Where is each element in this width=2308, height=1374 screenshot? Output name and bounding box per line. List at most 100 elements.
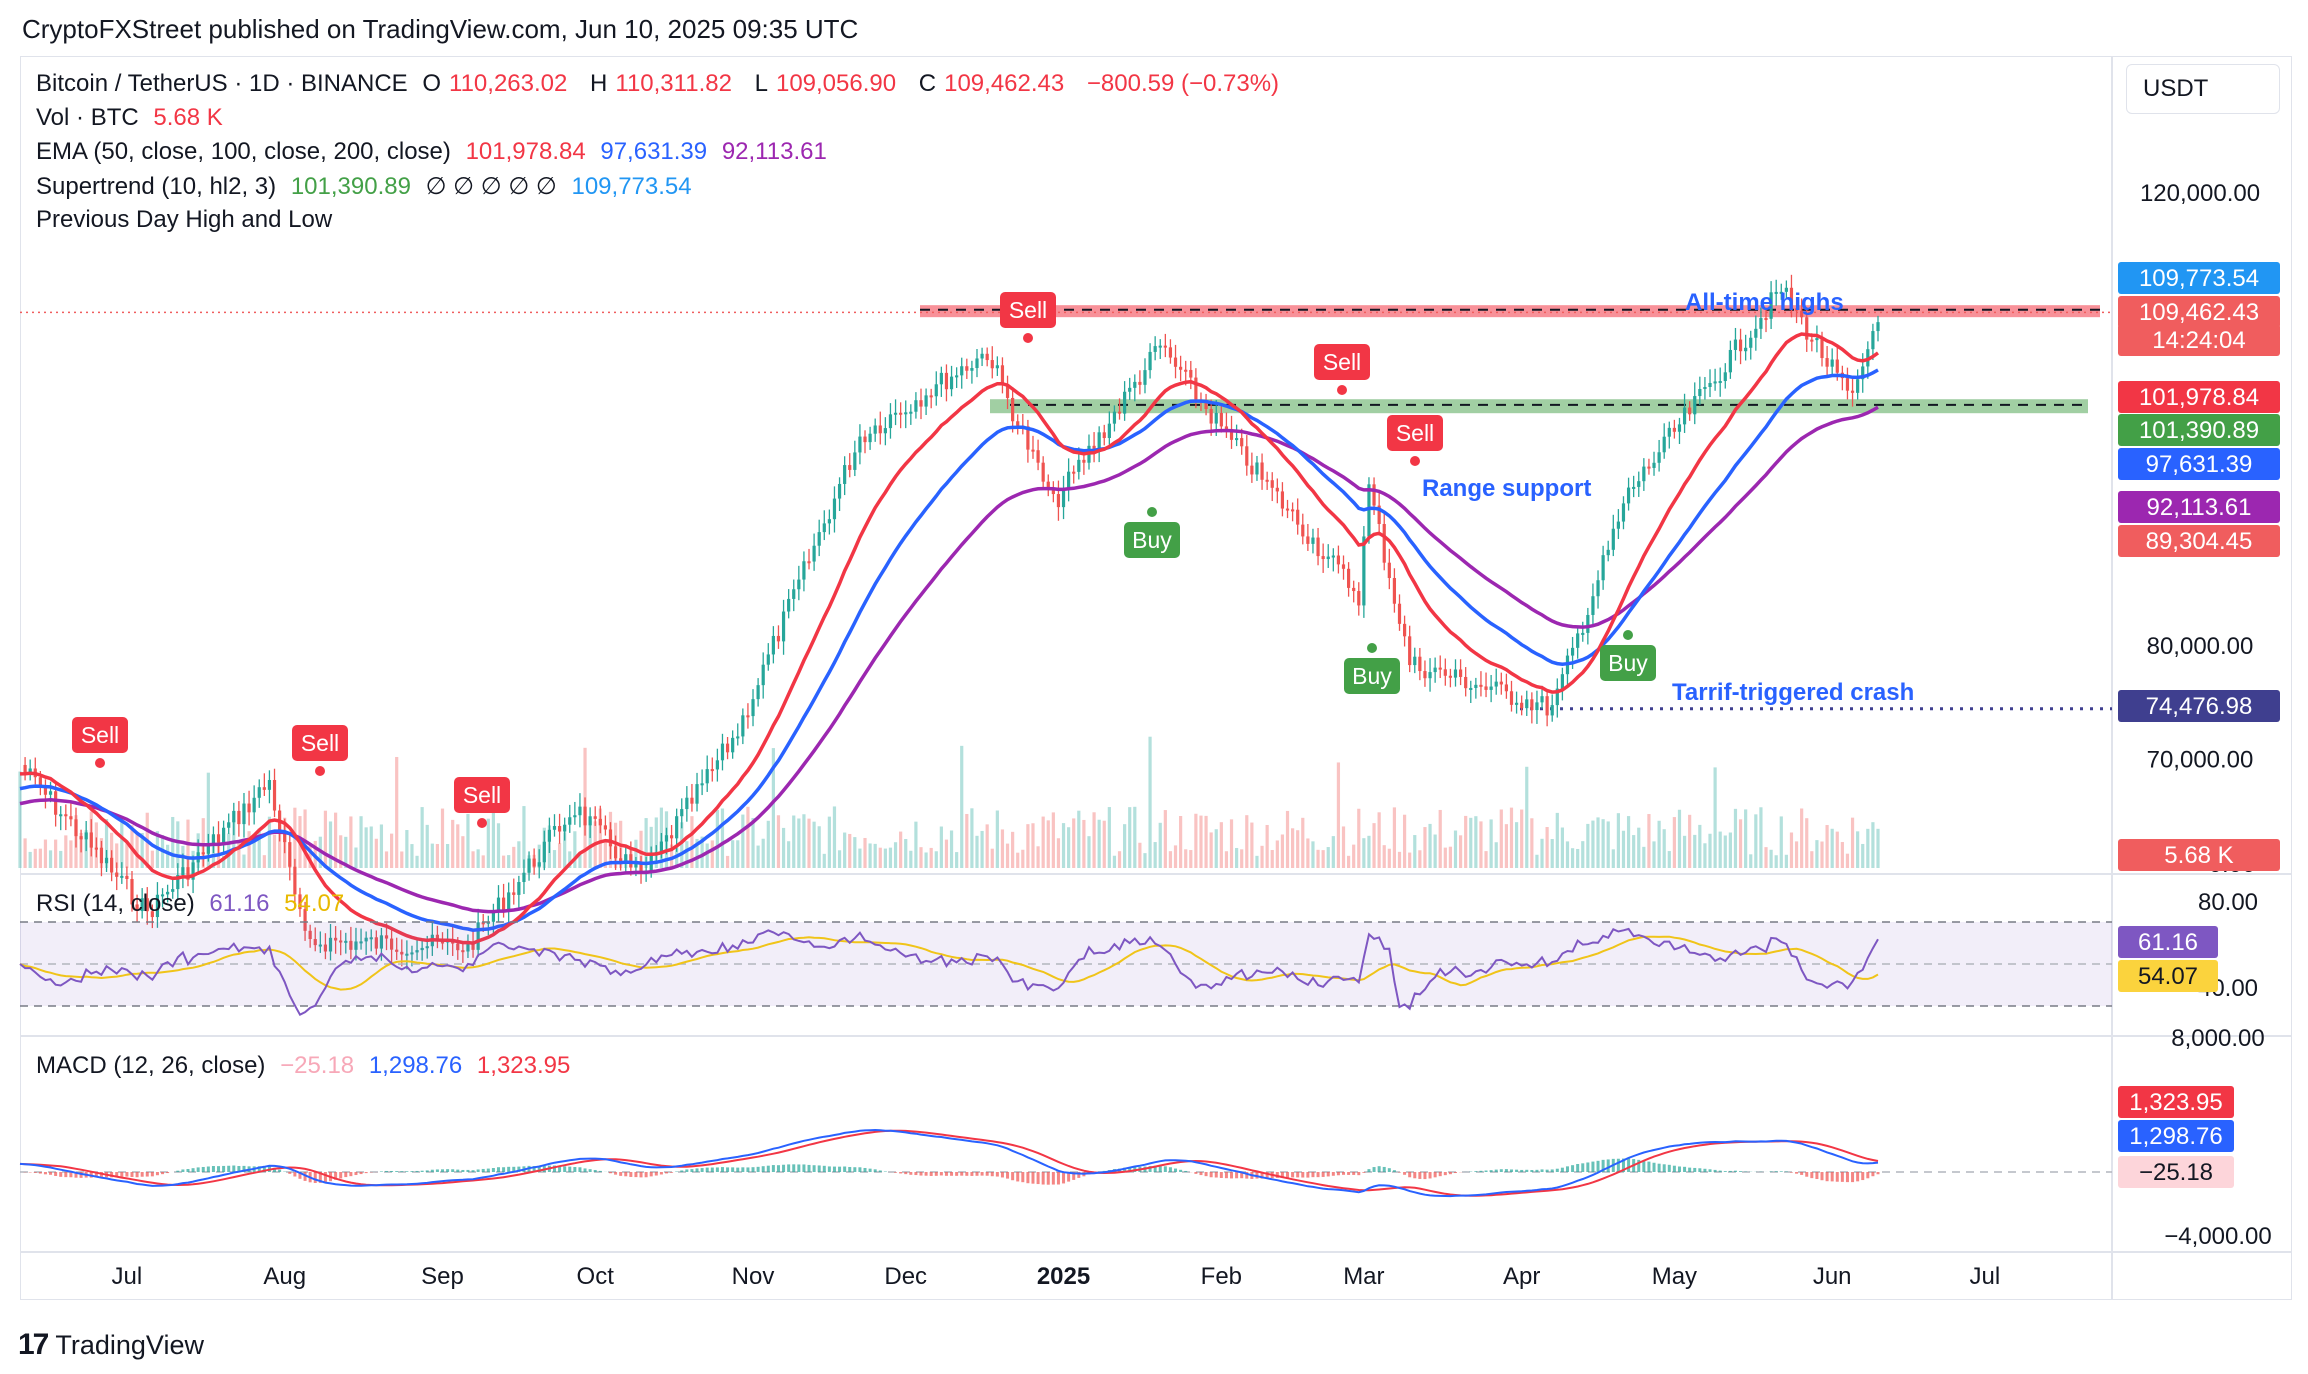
legend-ema-row[interactable]: EMA (50, close, 100, close, 200, close) … xyxy=(36,138,835,166)
candle-body xyxy=(1484,686,1488,690)
volume-bar xyxy=(690,816,694,868)
macd-hist-bar xyxy=(191,1168,195,1172)
candle-body xyxy=(761,664,765,686)
macd-hist-bar xyxy=(206,1166,210,1172)
sell-signal-label: Sell xyxy=(1009,297,1047,323)
volume-bar xyxy=(924,852,928,868)
volume-bar xyxy=(573,831,577,868)
ema100-line xyxy=(19,368,1879,932)
volume-bar xyxy=(893,842,898,868)
macd-hist-bar xyxy=(1703,1168,1707,1172)
macd-hist-bar xyxy=(705,1167,709,1172)
price-badge xyxy=(2118,491,2280,523)
macd-hist-bar xyxy=(1723,1171,1727,1172)
candle-body xyxy=(1652,462,1656,468)
candle-body xyxy=(720,743,725,761)
volume-bar xyxy=(1275,840,1279,868)
candle-body xyxy=(1357,591,1361,606)
volume-bar xyxy=(415,855,419,868)
candle-body xyxy=(1616,521,1620,529)
volume-bar xyxy=(1092,812,1096,868)
macd-hist-bar xyxy=(1265,1172,1269,1179)
chart-frame[interactable] xyxy=(20,56,2292,1300)
volume-bar xyxy=(1667,851,1671,868)
volume-bar xyxy=(395,756,399,868)
volume-bar xyxy=(1443,847,1447,868)
candle-body xyxy=(1051,488,1055,495)
candle-body xyxy=(613,846,618,859)
macd-hist-bar xyxy=(496,1167,500,1172)
candle-body xyxy=(1525,699,1529,709)
candle-body xyxy=(1861,366,1865,380)
legend-supertrend-row[interactable]: Supertrend (10, hl2, 3) 101,390.89 ∅ ∅ ∅… xyxy=(36,172,700,201)
sell-signal-dot xyxy=(1023,333,1033,343)
sell-signal-dot xyxy=(1337,385,1347,395)
legend-macd-row[interactable]: MACD (12, 26, close) −25.18 1,298.76 1,3… xyxy=(36,1052,578,1080)
candle-body xyxy=(1168,347,1173,358)
macd-badge-label: 1,298.76 xyxy=(2129,1123,2222,1150)
volume-bar xyxy=(1871,822,1875,868)
candle-body xyxy=(1097,432,1101,450)
macd-hist-bar xyxy=(1520,1169,1524,1172)
volume-bar xyxy=(176,821,180,868)
macd-hist-bar xyxy=(894,1172,898,1173)
volume-bar xyxy=(1372,823,1376,868)
volume-bar xyxy=(1555,812,1559,868)
volume-bar xyxy=(1749,854,1753,868)
candle-body xyxy=(1005,384,1010,398)
candle-body xyxy=(1499,681,1503,685)
macd-hist-bar xyxy=(639,1172,643,1178)
volume-bar xyxy=(1428,823,1432,868)
candle-body xyxy=(1270,480,1274,488)
macd-hist-bar xyxy=(608,1172,612,1174)
macd-hist-bar xyxy=(771,1165,775,1172)
candle-body xyxy=(181,867,185,876)
tradingview-logo[interactable]: 17 TradingView xyxy=(18,1328,204,1362)
candle-body xyxy=(542,841,546,863)
macd-hist-bar xyxy=(1163,1166,1167,1172)
time-tick: May xyxy=(1652,1263,1697,1290)
macd-hist-bar xyxy=(1418,1172,1422,1179)
volume-bar xyxy=(1682,835,1687,868)
macd-hist-bar xyxy=(1739,1171,1743,1172)
macd-hist-bar xyxy=(1377,1166,1381,1172)
candle-body xyxy=(939,372,943,385)
legend-pdhl-row[interactable]: Previous Day High and Low xyxy=(36,206,340,234)
candle-body xyxy=(807,561,811,564)
legend-rsi-row[interactable]: RSI (14, close) 61.16 54.07 xyxy=(36,890,352,918)
candle-body xyxy=(756,685,760,700)
candle-body xyxy=(486,921,490,924)
volume-bar xyxy=(1606,821,1610,868)
supertrend-down-value: 109,773.54 xyxy=(571,173,692,200)
volume-bar xyxy=(1245,815,1249,868)
legend-volume-row[interactable]: Vol · BTC 5.68 K xyxy=(36,104,231,132)
volume-bar xyxy=(512,846,516,868)
macd-hist-bar xyxy=(344,1172,348,1178)
candle-body xyxy=(1489,686,1493,690)
range-support-zone xyxy=(990,399,2088,414)
macd-hist-bar xyxy=(1011,1172,1015,1181)
volume-bar xyxy=(328,821,333,868)
candle-body xyxy=(369,937,373,940)
candle-body xyxy=(1240,438,1244,447)
volume-bar xyxy=(598,808,602,868)
sell-signal-dot xyxy=(95,758,105,768)
volume-bar xyxy=(1789,832,1794,868)
candle-body xyxy=(349,940,353,950)
macd-hist-bar xyxy=(1423,1172,1427,1180)
buy-signal-dot xyxy=(1147,507,1157,517)
candle-body xyxy=(1718,381,1722,384)
macd-hist-bar xyxy=(446,1169,450,1172)
volume-bar xyxy=(1392,807,1397,868)
candle-body xyxy=(639,863,643,874)
volume-bar xyxy=(1285,810,1290,868)
macd-hist-bar xyxy=(1616,1158,1620,1172)
candle-body xyxy=(247,803,251,813)
candle-body xyxy=(191,862,195,880)
symbol-title[interactable]: Bitcoin / TetherUS · 1D · BINANCE xyxy=(36,70,408,97)
currency-selector[interactable]: USDT xyxy=(2126,64,2280,114)
macd-hist-bar xyxy=(598,1170,602,1172)
candle-body xyxy=(1637,481,1641,487)
l-label: L xyxy=(754,70,768,97)
